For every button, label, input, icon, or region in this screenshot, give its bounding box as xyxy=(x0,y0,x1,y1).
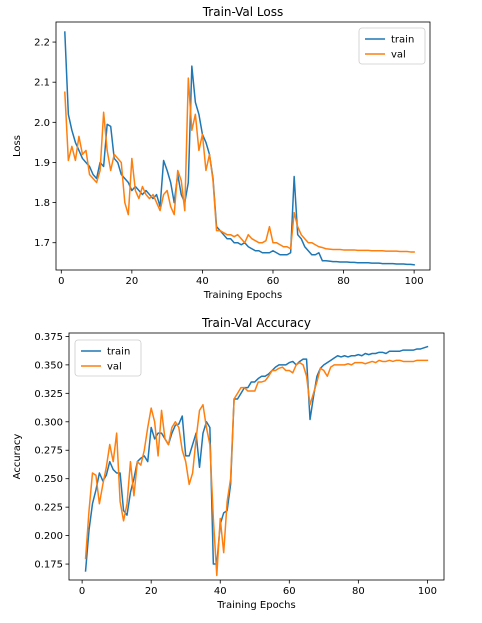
x-axis-label: Training Epochs xyxy=(216,600,295,611)
x-tick-label: 0 xyxy=(58,276,64,287)
legend-label-val: val xyxy=(391,50,406,61)
y-tick-label: 0.375 xyxy=(34,332,63,343)
x-tick-label: 40 xyxy=(214,586,227,597)
y-tick-label: 0.225 xyxy=(34,503,63,514)
y-tick-label: 2.0 xyxy=(34,118,50,129)
y-tick-label: 0.175 xyxy=(34,560,63,571)
plot-frame xyxy=(68,332,445,581)
y-tick-label: 1.8 xyxy=(34,198,50,209)
chart-title: Train-Val Accuracy xyxy=(201,316,311,330)
series-line-train xyxy=(64,31,415,266)
loss-chart: 0 20 40 60 80 100 1.7 1.8 1.9 2.0 2.1 2.2 Train-Val … xyxy=(12,5,431,301)
chart-title: Train-Val Loss xyxy=(202,5,284,19)
x-tick-label: 40 xyxy=(196,276,209,287)
x-axis-label: Training Epochs xyxy=(203,290,282,301)
y-tick-label: 2.2 xyxy=(34,38,50,49)
y-tick-label: 2.1 xyxy=(34,78,50,89)
legend-label-train: train xyxy=(107,347,130,358)
plot-frame xyxy=(55,21,431,271)
y-tick-label: 1.9 xyxy=(34,158,50,169)
y-tick-label: 0.200 xyxy=(34,531,63,542)
x-tick-label: 80 xyxy=(352,586,365,597)
legend: train val xyxy=(358,27,426,65)
y-tick-label: 0.350 xyxy=(34,360,63,371)
y-tick-label: 0.300 xyxy=(34,417,63,428)
y-axis-label: Loss xyxy=(12,135,23,157)
series-line-train xyxy=(84,345,429,572)
x-tick-label: 20 xyxy=(125,276,138,287)
y-tick-label: 0.325 xyxy=(34,389,63,400)
legend-label-val: val xyxy=(107,362,122,373)
series-line-val xyxy=(64,77,415,253)
y-axis-label: Accuracy xyxy=(12,434,23,480)
x-tick-label: 0 xyxy=(79,586,85,597)
x-tick-label: 60 xyxy=(267,276,280,287)
y-tick-label: 0.250 xyxy=(34,474,63,485)
x-tick-label: 100 xyxy=(418,586,437,597)
x-tick-label: 20 xyxy=(145,586,158,597)
x-tick-label: 100 xyxy=(405,276,424,287)
legend: train val xyxy=(74,339,142,377)
series-line-val xyxy=(84,359,429,577)
legend-label-train: train xyxy=(391,35,414,46)
y-tick-label: 0.275 xyxy=(34,446,63,457)
y-tick-label: 1.7 xyxy=(34,238,50,249)
accuracy-chart: 0 20 40 60 80 100 0.175 0.200 0.225 0.250 0.275 0.3… xyxy=(12,316,445,611)
x-tick-label: 60 xyxy=(283,586,296,597)
x-tick-label: 80 xyxy=(337,276,350,287)
